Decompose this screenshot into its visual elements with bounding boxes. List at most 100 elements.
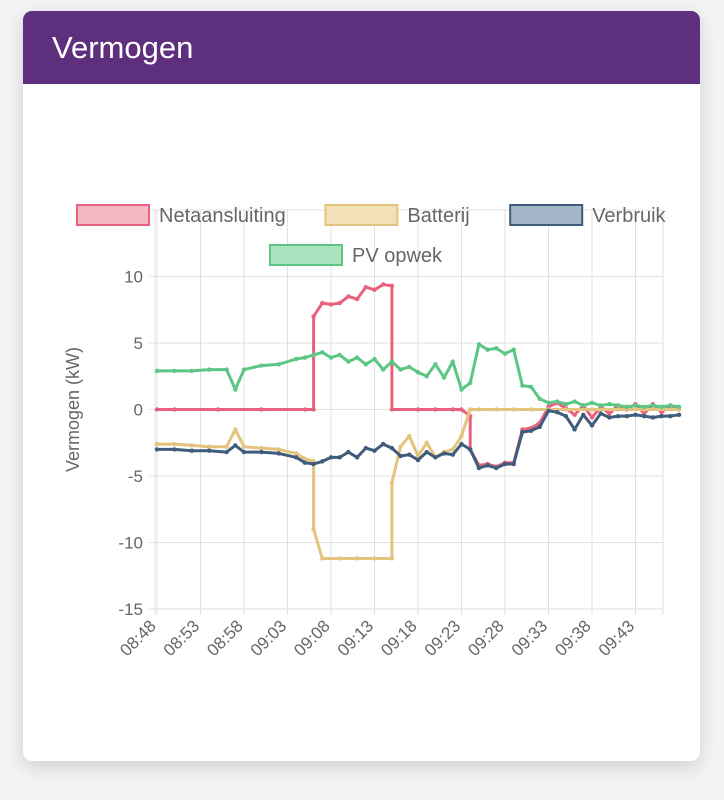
data-point: [511, 347, 516, 352]
data-point: [354, 556, 360, 561]
data-point: [563, 401, 569, 407]
data-point: [398, 453, 403, 459]
x-tick-label: 09:08: [290, 616, 334, 660]
data-point: [494, 465, 499, 471]
data-point: [389, 556, 395, 561]
legend-label[interactable]: Netaansluiting: [159, 205, 286, 227]
data-point: [320, 300, 325, 306]
legend-swatch[interactable]: [76, 204, 150, 226]
data-point: [372, 556, 377, 561]
data-point: [259, 445, 264, 451]
data-point: [233, 443, 238, 448]
data-point: [189, 448, 194, 453]
data-point: [589, 415, 595, 420]
legend-label[interactable]: Batterij: [407, 205, 469, 227]
data-point: [346, 449, 351, 455]
data-point: [676, 404, 682, 410]
legend-swatch[interactable]: [509, 204, 584, 226]
x-tick-label: 09:03: [247, 616, 291, 660]
y-axis-title: Vermogen (kW): [63, 347, 83, 472]
data-point: [389, 359, 395, 364]
legend-label[interactable]: PV opwek: [352, 245, 443, 267]
y-tick-label: 5: [134, 334, 143, 353]
data-point: [615, 403, 621, 408]
data-point: [415, 457, 421, 463]
data-point: [363, 362, 368, 367]
data-point: [407, 364, 412, 370]
data-point: [337, 455, 342, 460]
data-point: [555, 399, 560, 404]
data-point: [189, 443, 194, 448]
data-point: [502, 351, 508, 356]
data-point: [537, 424, 542, 429]
y-tick-label: -15: [118, 600, 143, 619]
data-point: [337, 556, 342, 561]
data-point: [311, 314, 316, 319]
y-tick-label: 0: [134, 401, 143, 420]
data-point: [172, 447, 177, 452]
data-point: [224, 444, 229, 449]
data-point: [346, 294, 351, 299]
series-line-batterij: [155, 408, 681, 560]
x-tick-label: 09:43: [595, 616, 639, 660]
legend-label[interactable]: Verbruik: [592, 205, 666, 227]
data-point: [624, 404, 629, 410]
data-point: [494, 346, 499, 351]
data-point: [381, 282, 386, 287]
data-point: [302, 456, 308, 461]
data-point: [354, 355, 360, 360]
data-point: [433, 455, 438, 460]
data-point: [311, 461, 316, 467]
data-point: [311, 407, 316, 412]
data-point: [154, 441, 160, 447]
data-point: [294, 451, 299, 456]
data-point: [659, 404, 664, 410]
x-tick-label: 08:53: [160, 616, 204, 660]
y-tick-label: -5: [128, 467, 143, 486]
data-point: [581, 403, 586, 408]
data-point: [415, 370, 421, 375]
data-point: [207, 367, 212, 372]
data-point: [154, 368, 160, 374]
data-point: [372, 448, 377, 453]
data-point: [424, 449, 429, 455]
data-point: [441, 451, 447, 456]
data-point: [624, 413, 629, 419]
data-point: [276, 447, 281, 452]
data-point: [337, 352, 342, 358]
data-point: [476, 465, 482, 471]
data-point: [354, 455, 360, 460]
vermogen-card: Vermogen 151050-5-10-1508:4808:5308:5809…: [23, 11, 700, 761]
data-point: [233, 387, 238, 392]
data-point: [468, 380, 473, 386]
legend-swatch[interactable]: [324, 204, 399, 226]
data-point: [294, 455, 299, 460]
data-point: [154, 447, 160, 452]
data-point: [528, 407, 534, 412]
data-point: [511, 407, 516, 412]
data-point: [485, 463, 490, 468]
data-point: [294, 356, 299, 362]
data-point: [650, 415, 656, 420]
data-point: [502, 461, 508, 467]
data-point: [302, 460, 308, 465]
x-tick-label: 09:28: [464, 616, 508, 660]
data-point: [328, 455, 334, 460]
data-point: [381, 367, 386, 372]
data-point: [320, 350, 325, 355]
data-point: [589, 400, 595, 406]
data-point: [172, 441, 177, 447]
data-point: [407, 452, 412, 457]
data-point: [337, 300, 342, 306]
data-point: [668, 413, 673, 419]
data-point: [459, 433, 464, 439]
data-point: [302, 407, 308, 412]
data-point: [372, 356, 377, 362]
data-point: [650, 403, 656, 408]
data-point: [233, 427, 238, 432]
legend-swatch[interactable]: [269, 244, 343, 266]
data-point: [433, 362, 438, 367]
data-point: [476, 407, 482, 412]
data-point: [676, 412, 682, 418]
data-point: [668, 403, 673, 408]
